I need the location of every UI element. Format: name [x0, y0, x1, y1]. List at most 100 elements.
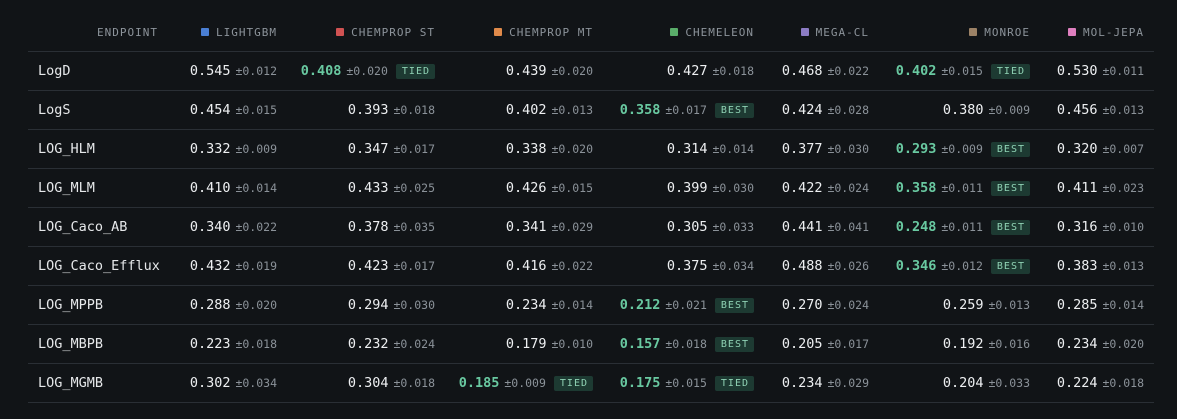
- table-row: LOG_MBPB 0.223 ±0.018 0.232 ±0.024 0.179 ±0.01…: [28, 324, 1154, 364]
- score-std: ±0.009: [941, 142, 983, 156]
- score-mean: 0.378: [347, 219, 389, 235]
- score-std: ±0.011: [1102, 64, 1144, 78]
- legend-swatch: [494, 28, 503, 36]
- rank-badge: BEST: [990, 142, 1030, 157]
- endpoint-cell: LogS: [28, 90, 170, 130]
- score-mean: 0.454: [189, 102, 231, 118]
- score-std: ±0.015: [665, 376, 707, 390]
- score-mean: 0.157: [619, 336, 661, 352]
- score-mean: 0.224: [1056, 375, 1098, 391]
- score-cell: 0.402 ±0.015 TIED: [879, 51, 1040, 91]
- score-cell: 0.545 ±0.012: [170, 51, 287, 91]
- score-std: ±0.011: [941, 181, 983, 195]
- table-row: LogD 0.545 ±0.012 0.408 ±0.020 TIED 0.439 ±0.02…: [28, 51, 1154, 91]
- score-cell: 0.192 ±0.016: [879, 324, 1040, 364]
- legend-swatch: [800, 28, 809, 36]
- score-std: ±0.015: [941, 64, 983, 78]
- score-mean: 0.441: [781, 219, 823, 235]
- score-cell: 0.305 ±0.033: [603, 207, 764, 247]
- score-std: ±0.011: [941, 220, 983, 234]
- score-mean: 0.232: [347, 336, 389, 352]
- column-header-label: MOL-JEPA: [1083, 26, 1144, 39]
- score-std: ±0.022: [551, 259, 593, 273]
- score-cell: 0.341 ±0.029: [445, 207, 603, 247]
- table-header-row: ENDPOINT LIGHTGBM CHEMPROP ST CHEMPROP MT CH…: [28, 14, 1154, 52]
- score-mean: 0.380: [942, 102, 984, 118]
- score-cell: 0.346 ±0.012 BEST: [879, 246, 1040, 286]
- endpoint-cell: LOG_Caco_Efflux: [28, 246, 170, 286]
- score-std: ±0.020: [551, 142, 593, 156]
- score-cell: 0.399 ±0.030: [603, 168, 764, 208]
- score-mean: 0.293: [895, 141, 937, 157]
- score-cell: 0.179 ±0.010: [445, 324, 603, 364]
- score-std: ±0.018: [712, 64, 754, 78]
- score-cell: 0.433 ±0.025: [287, 168, 445, 208]
- score-std: ±0.035: [393, 220, 435, 234]
- score-mean: 0.179: [505, 336, 547, 352]
- score-mean: 0.305: [666, 219, 708, 235]
- score-mean: 0.340: [189, 219, 231, 235]
- endpoint-cell: LogD: [28, 51, 170, 91]
- score-std: ±0.018: [1102, 376, 1144, 390]
- score-mean: 0.259: [942, 297, 984, 313]
- legend-swatch: [1068, 28, 1077, 36]
- score-std: ±0.017: [393, 142, 435, 156]
- endpoint-cell: LOG_MGMB: [28, 363, 170, 403]
- score-mean: 0.545: [189, 63, 231, 79]
- score-cell: 0.332 ±0.009: [170, 129, 287, 169]
- score-mean: 0.294: [347, 297, 389, 313]
- score-mean: 0.530: [1056, 63, 1098, 79]
- score-mean: 0.320: [1056, 141, 1098, 157]
- column-header-label: CHEMELEON: [685, 26, 754, 39]
- column-header-label: CHEMPROP ST: [351, 26, 435, 39]
- score-std: ±0.020: [235, 298, 277, 312]
- score-mean: 0.427: [666, 63, 708, 79]
- legend-swatch: [336, 28, 345, 36]
- score-cell: 0.234 ±0.020: [1040, 324, 1154, 364]
- score-cell: 0.234 ±0.029: [764, 363, 879, 403]
- score-mean: 0.402: [505, 102, 547, 118]
- score-mean: 0.304: [347, 375, 389, 391]
- score-cell: 0.340 ±0.022: [170, 207, 287, 247]
- rank-badge: BEST: [714, 103, 754, 118]
- score-std: ±0.014: [235, 181, 277, 195]
- score-std: ±0.017: [393, 259, 435, 273]
- score-cell: 0.378 ±0.035: [287, 207, 445, 247]
- table-row: LOG_MLM 0.410 ±0.014 0.433 ±0.025 0.426 ±0.015…: [28, 168, 1154, 208]
- score-mean: 0.411: [1056, 180, 1098, 196]
- score-cell: 0.427 ±0.018: [603, 51, 764, 91]
- column-header-label: ENDPOINT: [97, 26, 158, 39]
- score-mean: 0.383: [1056, 258, 1098, 274]
- score-mean: 0.185: [458, 375, 500, 391]
- score-cell: 0.204 ±0.033: [879, 363, 1040, 403]
- score-std: ±0.026: [827, 259, 869, 273]
- column-header-label: CHEMPROP MT: [509, 26, 593, 39]
- score-cell: 0.402 ±0.013: [445, 90, 603, 130]
- score-std: ±0.024: [827, 298, 869, 312]
- score-std: ±0.025: [393, 181, 435, 195]
- score-std: ±0.030: [712, 181, 754, 195]
- score-cell: 0.488 ±0.026: [764, 246, 879, 286]
- score-std: ±0.018: [393, 103, 435, 117]
- score-cell: 0.416 ±0.022: [445, 246, 603, 286]
- score-std: ±0.009: [504, 376, 546, 390]
- score-std: ±0.030: [827, 142, 869, 156]
- score-std: ±0.010: [1102, 220, 1144, 234]
- score-std: ±0.009: [235, 142, 277, 156]
- score-mean: 0.270: [781, 297, 823, 313]
- score-mean: 0.439: [505, 63, 547, 79]
- score-cell: 0.530 ±0.011: [1040, 51, 1154, 91]
- score-cell: 0.205 ±0.017: [764, 324, 879, 364]
- column-header-model: LIGHTGBM: [170, 14, 287, 52]
- score-std: ±0.028: [827, 103, 869, 117]
- score-mean: 0.316: [1056, 219, 1098, 235]
- rank-badge: TIED: [714, 376, 754, 391]
- score-cell: 0.375 ±0.034: [603, 246, 764, 286]
- score-std: ±0.022: [827, 64, 869, 78]
- score-cell: 0.314 ±0.014: [603, 129, 764, 169]
- endpoint-cell: LOG_MPPB: [28, 285, 170, 325]
- score-mean: 0.358: [895, 180, 937, 196]
- score-mean: 0.377: [781, 141, 823, 157]
- score-cell: 0.358 ±0.017 BEST: [603, 90, 764, 130]
- score-mean: 0.432: [189, 258, 231, 274]
